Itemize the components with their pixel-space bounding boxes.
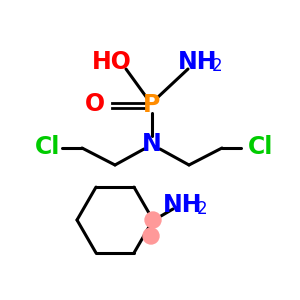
Text: HO: HO — [92, 50, 132, 74]
Text: N: N — [142, 132, 162, 156]
Text: 2: 2 — [197, 200, 207, 218]
Circle shape — [143, 228, 159, 244]
Circle shape — [145, 212, 161, 228]
Text: 2: 2 — [212, 57, 222, 75]
Text: Cl: Cl — [248, 135, 274, 159]
Text: O: O — [85, 92, 105, 116]
Text: Cl: Cl — [35, 135, 61, 159]
Text: NH: NH — [178, 50, 218, 74]
Text: P: P — [143, 93, 161, 117]
Text: NH: NH — [163, 193, 203, 217]
